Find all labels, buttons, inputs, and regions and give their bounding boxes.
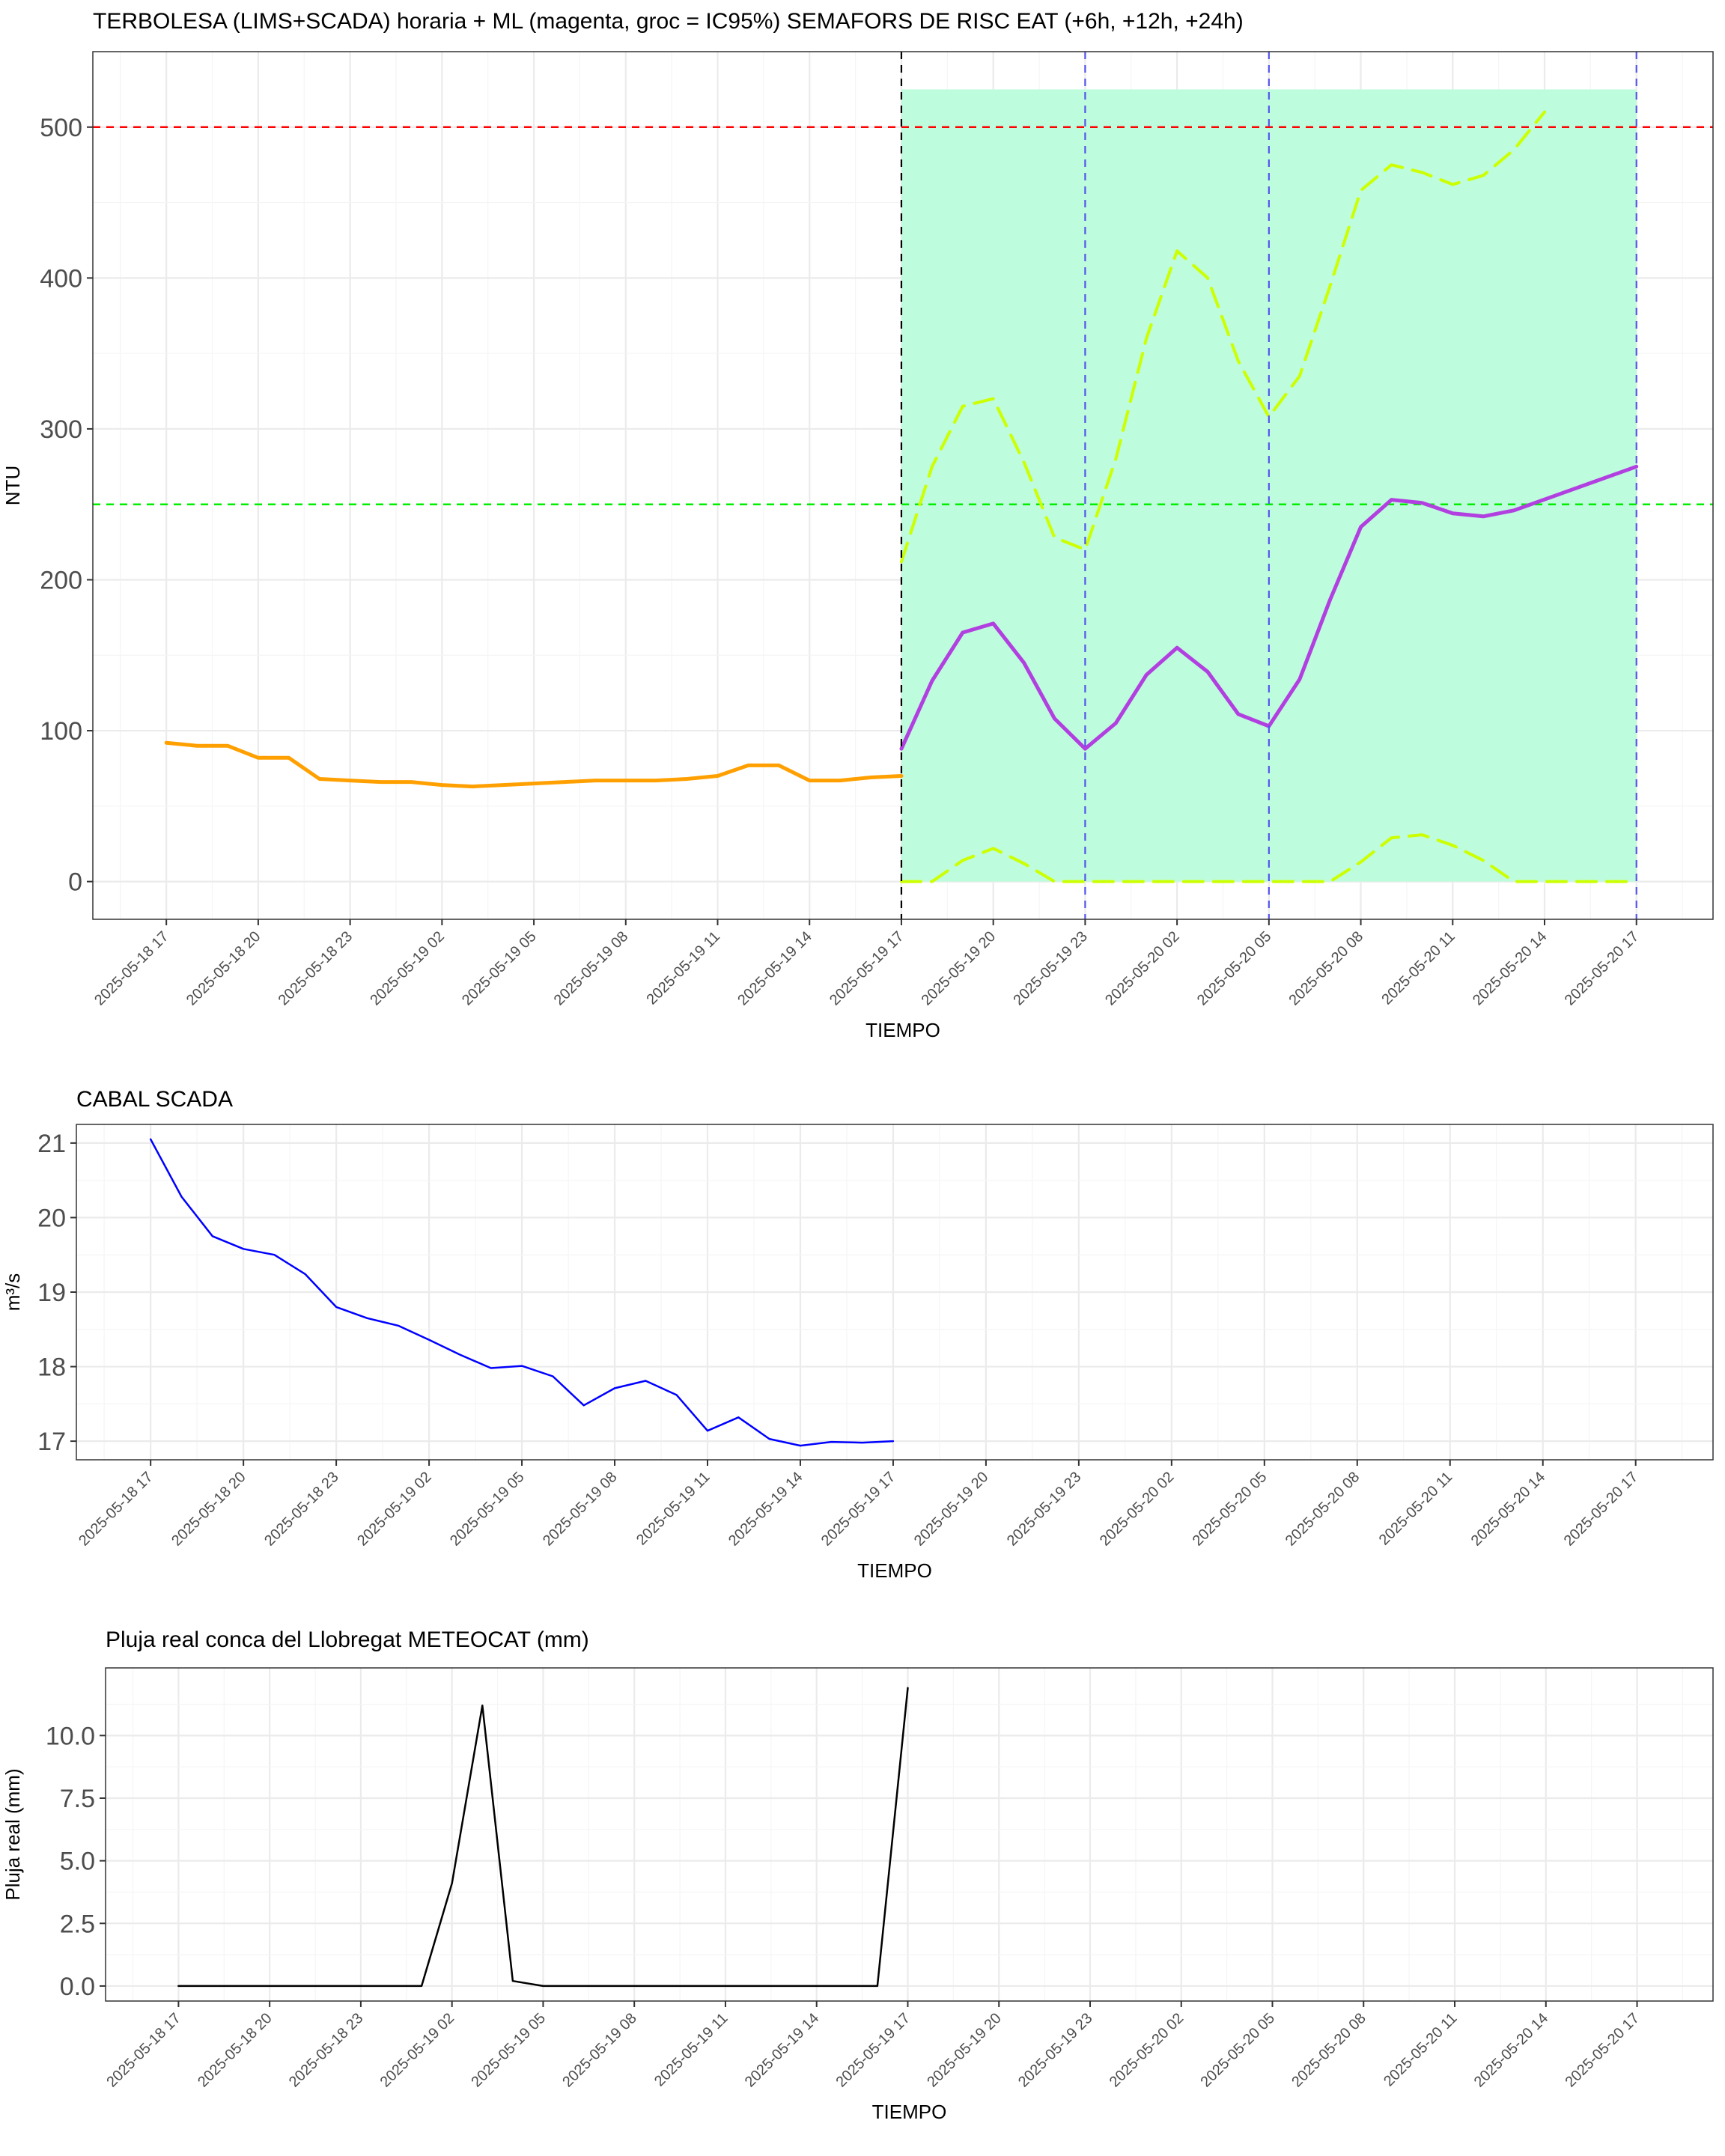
y-tick-label: 18 <box>37 1353 66 1382</box>
y-tick-label: 2.5 <box>60 1910 95 1938</box>
y-tick-label: 20 <box>37 1204 66 1232</box>
series-line-upper-95 <box>900 110 1546 564</box>
y-tick-label: 17 <box>37 1428 66 1456</box>
x-axis-label: TIEMPO <box>872 2101 947 2123</box>
series-line-prediction <box>899 464 1639 751</box>
y-tick-label: 0.0 <box>60 1973 95 2001</box>
y-tick-label: 5.0 <box>60 1848 95 1876</box>
y-axis-label: m³/s <box>1 1273 24 1312</box>
y-tick-label: 500 <box>40 114 82 142</box>
y-tick-label: 0 <box>68 868 82 897</box>
y-tick-label: 200 <box>40 566 82 594</box>
y-tick-label: 400 <box>40 264 82 293</box>
chart-title: TERBOLESA (LIMS+SCADA) horaria + ML (mag… <box>93 9 1244 34</box>
panel-border <box>92 51 1714 920</box>
y-tick-label: 300 <box>40 415 82 444</box>
y-tick-label: 10.0 <box>46 1722 95 1750</box>
series-line-lower-95 <box>900 833 1638 883</box>
series-line <box>177 1687 909 1988</box>
plot-area <box>106 1668 1713 2001</box>
series-line-observed <box>164 740 904 789</box>
y-tick-label: 21 <box>37 1130 66 1158</box>
y-tick-label: 19 <box>37 1279 66 1307</box>
y-tick-label: 100 <box>40 717 82 746</box>
chart-title: CABAL SCADA <box>76 1087 233 1112</box>
y-axis-label: NTU <box>1 466 24 505</box>
series-line <box>149 1138 895 1447</box>
y-tick-label: 7.5 <box>60 1785 95 1813</box>
x-axis-label: TIEMPO <box>865 1019 940 1041</box>
y-axis-label: Pluja real (mm) <box>1 1768 24 1900</box>
chart-title: Pluja real conca del Llobregat METEOCAT … <box>106 1627 589 1652</box>
x-axis-label: TIEMPO <box>857 1559 932 1582</box>
panel-border <box>105 1667 1714 2002</box>
